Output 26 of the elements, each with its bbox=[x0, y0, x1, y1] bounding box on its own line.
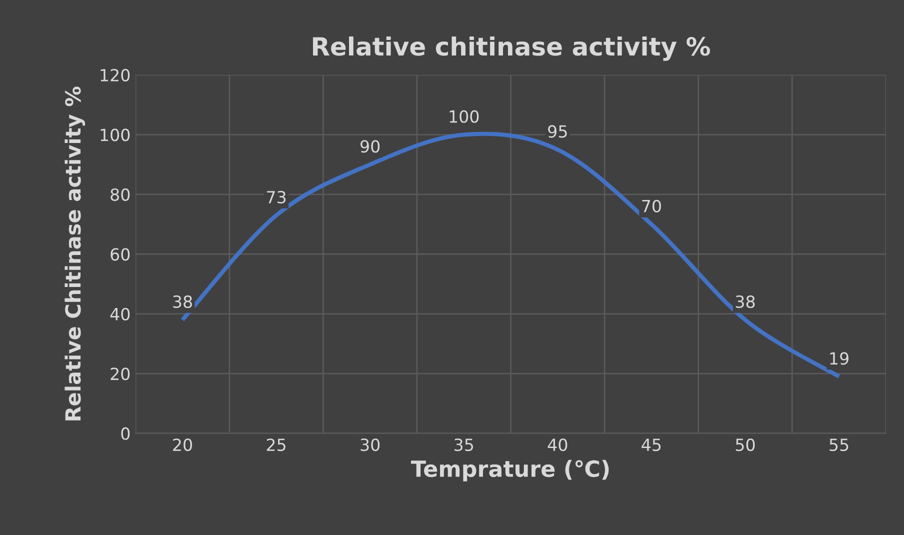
x-tick-label: 35 bbox=[454, 438, 474, 452]
x-tick-label: 20 bbox=[173, 438, 192, 452]
data-label: 95 bbox=[548, 125, 567, 138]
x-tick-label: 25 bbox=[266, 438, 286, 452]
y-tick-label: 80 bbox=[110, 188, 130, 201]
y-tick-label: 0 bbox=[121, 427, 130, 440]
data-label: 73 bbox=[267, 190, 286, 204]
data-label: 38 bbox=[173, 295, 192, 308]
data-label: 70 bbox=[642, 200, 661, 212]
x-tick-label: 55 bbox=[830, 438, 848, 452]
x-tick-label: 45 bbox=[642, 438, 661, 452]
y-tick-label: 100 bbox=[100, 128, 130, 142]
y-axis-title: Relative Chitinase activity % bbox=[64, 86, 86, 420]
data-label: 90 bbox=[360, 140, 380, 153]
y-tick-label: 40 bbox=[110, 308, 130, 320]
y-tick-label: 60 bbox=[110, 248, 130, 261]
data-label: 19 bbox=[830, 352, 848, 365]
y-tick-label: 20 bbox=[110, 368, 130, 380]
x-tick-label: 50 bbox=[736, 438, 755, 452]
x-tick-label: 30 bbox=[360, 438, 380, 452]
x-tick-label: 40 bbox=[548, 438, 568, 452]
x-axis-title: Temprature (℃) bbox=[411, 460, 609, 482]
data-label: 100 bbox=[450, 110, 479, 123]
chart-title: Relative chitinase activity % bbox=[313, 36, 710, 61]
y-tick-label: 120 bbox=[100, 68, 130, 82]
data-label: 38 bbox=[736, 295, 755, 308]
